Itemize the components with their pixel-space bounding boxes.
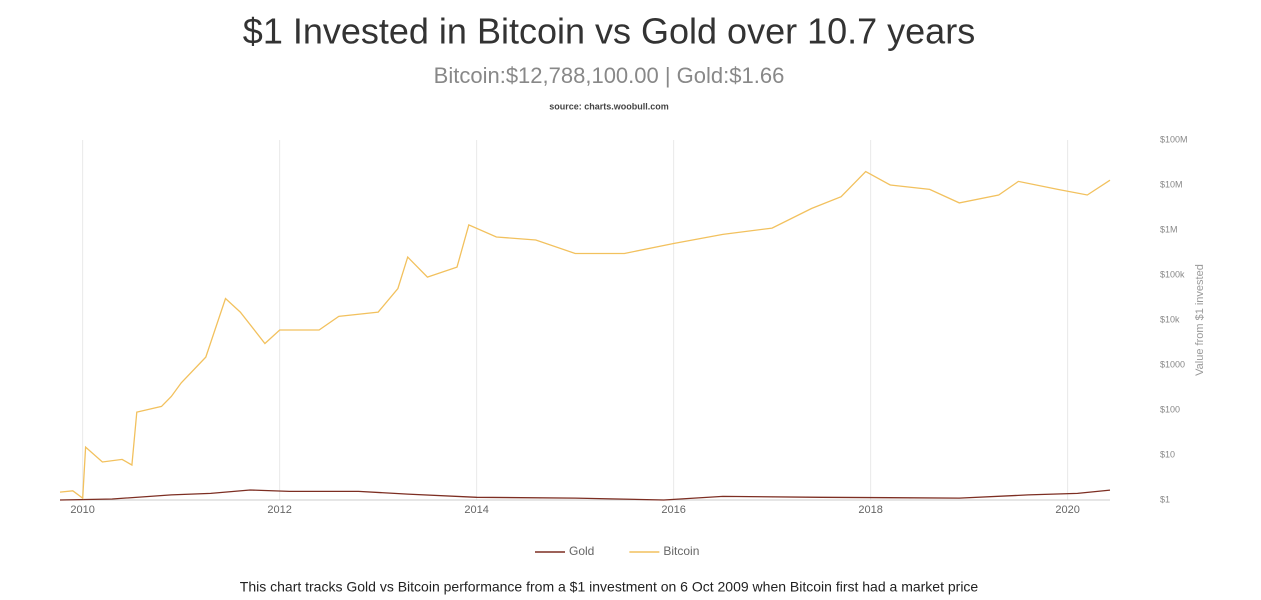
x-tick-label: 2020 [1055, 504, 1079, 516]
y-tick-label: $100 [1160, 404, 1180, 414]
y-tick-label: $10k [1160, 314, 1180, 324]
series-line [59, 489, 1111, 501]
chart-subtitle: Bitcoin:$12,788,100.00 | Gold:$1.66 [434, 63, 785, 88]
x-tick-label: 2018 [858, 504, 882, 516]
y-tick-label: $100k [1160, 269, 1185, 279]
y-tick-label: $1 [1160, 494, 1170, 504]
y-tick-label: $10M [1160, 179, 1183, 189]
x-tick-label: 2010 [70, 504, 94, 516]
x-tick-label: 2012 [267, 504, 291, 516]
y-tick-label: $10 [1160, 449, 1175, 459]
y-axis-title: Value from $1 invested [1194, 264, 1206, 376]
footnote: This chart tracks Gold vs Bitcoin perfor… [240, 579, 979, 595]
y-tick-label: $1M [1160, 224, 1178, 234]
x-tick-label: 2014 [464, 504, 488, 516]
y-tick-label: $100M [1160, 134, 1188, 144]
legend-label: Gold [569, 544, 594, 558]
chart-title: $1 Invested in Bitcoin vs Gold over 10.7… [243, 11, 975, 52]
source: source: charts.woobull.com [549, 101, 669, 111]
legend-label: Bitcoin [663, 544, 699, 558]
x-tick-label: 2016 [661, 504, 685, 516]
y-tick-label: $1000 [1160, 359, 1185, 369]
series-line [59, 170, 1111, 500]
